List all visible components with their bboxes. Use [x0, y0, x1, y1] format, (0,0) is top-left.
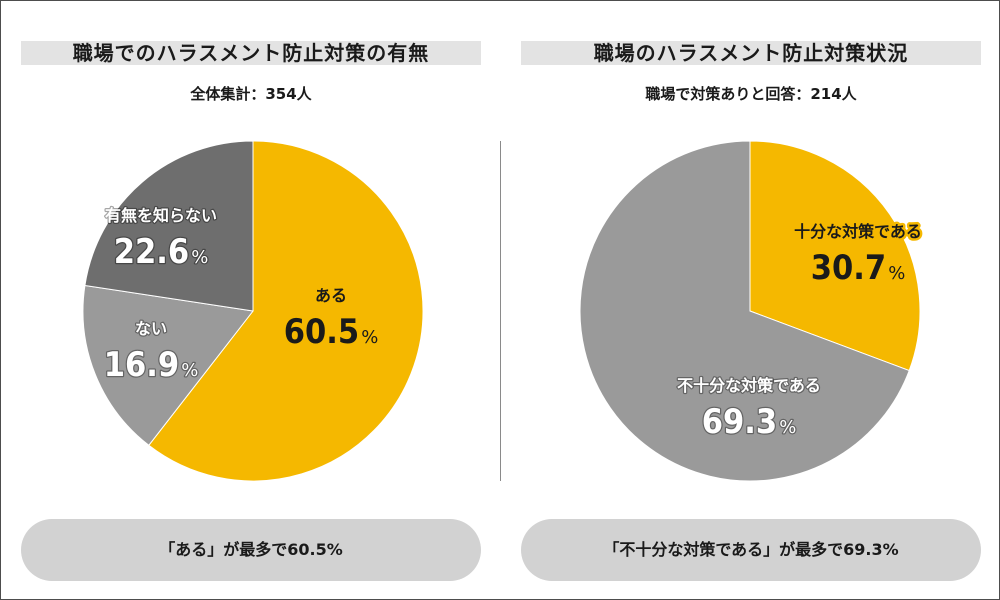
pie-label-name-1-1: 不十分な対策である	[677, 376, 821, 395]
center-divider	[500, 141, 501, 481]
pie-slice-1-1	[579, 140, 910, 482]
pie-label-name-1-0: 十分な対策である	[794, 222, 922, 241]
pie-slice-1-0	[749, 140, 921, 372]
pie-slice-0-1	[82, 284, 254, 447]
pie-label-name-0-1: ない	[135, 319, 167, 338]
right-chart-subtitle: 職場で対策ありと回答：214人	[645, 85, 857, 103]
pie-label-value-0-2: 22.6%	[114, 232, 209, 272]
right-summary-pill: 「不十分な対策である」が最多で69.3%	[521, 519, 981, 581]
pie-label-name-0-2: 有無を知らない	[105, 206, 217, 225]
pie-label-value-1-1: 69.3%	[702, 402, 797, 442]
pie-label-value-1-0: 30.7%	[811, 248, 906, 288]
left-chart-title: 職場でのハラスメント防止対策の有無	[21, 41, 481, 65]
left-chart-subtitle: 全体集計：354人	[190, 85, 312, 103]
pie-label-name-0-0: ある	[315, 286, 347, 305]
left-summary-pill: 「ある」が最多で60.5%	[21, 519, 481, 581]
pie-label-value-0-1: 16.9%	[104, 345, 199, 385]
right-chart-title: 職場のハラスメント防止対策状況	[521, 41, 981, 65]
pie-slice-0-0	[148, 140, 424, 482]
pie-slice-0-2	[84, 140, 254, 312]
left-pie-chart: ある 60.5 % ない 16.9 % 有無を知らない 22.6%	[82, 140, 424, 482]
pie-label-value-0-0: 60.5%	[284, 312, 379, 352]
right-pie-chart: 十分な対策である 30.7 % 不十分な対策である 69.3%	[579, 140, 924, 482]
